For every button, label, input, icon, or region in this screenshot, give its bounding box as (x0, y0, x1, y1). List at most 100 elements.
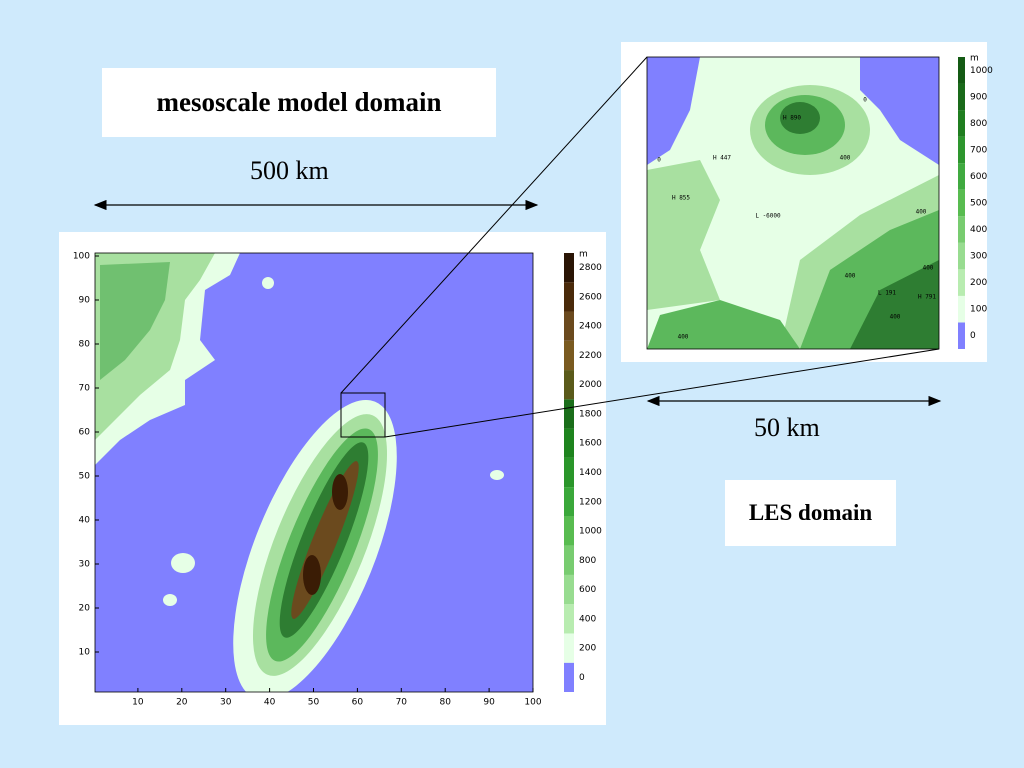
colorbar-label: 1600 (579, 439, 602, 449)
colorbar-cell (564, 370, 574, 400)
contour-label: 400 (678, 334, 689, 341)
y-tick-label: 80 (79, 340, 91, 350)
scale-label: 50 km (754, 413, 820, 442)
x-tick-label: 100 (524, 698, 541, 708)
y-tick-label: 10 (79, 648, 91, 658)
colorbar-cell (564, 516, 574, 546)
colorbar-cell (564, 545, 574, 575)
x-tick-label: 80 (439, 698, 451, 708)
colorbar-cell (564, 487, 574, 517)
contour-label: 0 (657, 157, 661, 164)
colorbar-cell (564, 574, 574, 605)
colorbar-cell (958, 322, 965, 349)
colorbar-label: 600 (970, 172, 987, 182)
colorbar-label: 1800 (579, 409, 602, 419)
contour-label: 400 (916, 209, 927, 216)
colorbar-cell (958, 216, 965, 243)
x-tick-label: 60 (352, 698, 364, 708)
x-tick-label: 90 (483, 698, 495, 708)
colorbar-cell (564, 604, 574, 634)
colorbar-label: 200 (579, 644, 596, 654)
contour-label: H 791 (918, 294, 936, 301)
colorbar-label: 1200 (579, 497, 602, 507)
contour-label: H 890 (783, 115, 801, 122)
colorbar-cell (958, 110, 965, 137)
colorbar-label: 2000 (579, 380, 602, 390)
colorbar-cell (564, 662, 574, 692)
colorbar-label: 700 (970, 145, 987, 155)
les-terrain (647, 57, 939, 349)
colorbar-cell (564, 253, 574, 283)
colorbar-label: 2800 (579, 263, 602, 273)
colorbar-label: 1400 (579, 468, 602, 478)
y-tick-label: 50 (79, 472, 91, 482)
colorbar-cell (958, 242, 965, 270)
colorbar-label: 2400 (579, 322, 602, 332)
contour-label: 0 (863, 97, 867, 104)
colorbar-label: 1000 (579, 527, 602, 537)
colorbar-label: 600 (579, 585, 596, 595)
contour-label: L -6000 (755, 213, 781, 220)
contour-label: L 191 (878, 290, 896, 297)
colorbar-label: 400 (579, 614, 596, 624)
colorbar-cell (958, 136, 965, 164)
colorbar-cell (564, 282, 574, 312)
colorbar-label: 100 (970, 305, 987, 315)
colorbar-cell (564, 311, 574, 341)
les-label: LES domain (748, 500, 873, 525)
connector (384, 348, 940, 438)
colorbar-unit: m (579, 250, 588, 260)
colorbar-label: 800 (579, 556, 596, 566)
colorbar-cell (564, 399, 574, 429)
y-tick-label: 30 (79, 560, 91, 570)
colorbar-unit: m (970, 54, 979, 64)
y-tick-label: 90 (79, 296, 91, 306)
colorbar-label: 300 (970, 252, 987, 262)
y-tick-label: 40 (79, 516, 91, 526)
colorbar-cell (958, 57, 965, 84)
colorbar-label: 1000 (970, 66, 993, 76)
colorbar-cell (564, 428, 574, 458)
x-tick-label: 70 (396, 698, 408, 708)
colorbar-cell (564, 457, 574, 488)
contour-label: H 447 (713, 155, 731, 162)
x-tick-label: 30 (220, 698, 232, 708)
title-box: mesoscale model domain (102, 68, 496, 137)
x-tick-label: 20 (176, 698, 188, 708)
colorbar-label: 200 (970, 278, 987, 288)
x-tick-label: 50 (308, 698, 320, 708)
connector (340, 56, 648, 394)
colorbar-label: 0 (970, 331, 976, 341)
contour-label: 400 (840, 155, 851, 162)
colorbar-cell (958, 269, 965, 296)
colorbar-label: 500 (970, 199, 987, 209)
les-box: LES domain (725, 480, 896, 546)
colorbar-label: 800 (970, 119, 987, 129)
colorbar-label: 0 (579, 673, 585, 683)
colorbar-cell (564, 633, 574, 663)
y-tick-label: 20 (79, 604, 91, 614)
colorbar-label: 2200 (579, 351, 602, 361)
terrain (95, 253, 533, 692)
x-tick-label: 10 (132, 698, 144, 708)
y-tick-label: 60 (79, 428, 91, 438)
colorbar-cell (958, 83, 965, 111)
colorbar-cell (958, 163, 965, 190)
y-tick-label: 100 (73, 252, 90, 262)
scale-label: 500 km (250, 156, 329, 185)
x-tick-label: 40 (264, 698, 276, 708)
colorbar-cell (958, 189, 965, 217)
contour-label: H 855 (672, 195, 690, 202)
contour-label: 400 (890, 314, 901, 321)
title: mesoscale model domain (156, 87, 442, 117)
colorbar-label: 2600 (579, 292, 602, 302)
contour-label: 400 (923, 265, 934, 272)
y-tick-label: 70 (79, 384, 91, 394)
contour-label: 400 (845, 273, 856, 280)
colorbar-label: 900 (970, 92, 987, 102)
colorbar-cell (564, 340, 574, 371)
colorbar-label: 400 (970, 225, 987, 235)
colorbar-cell (958, 295, 965, 323)
